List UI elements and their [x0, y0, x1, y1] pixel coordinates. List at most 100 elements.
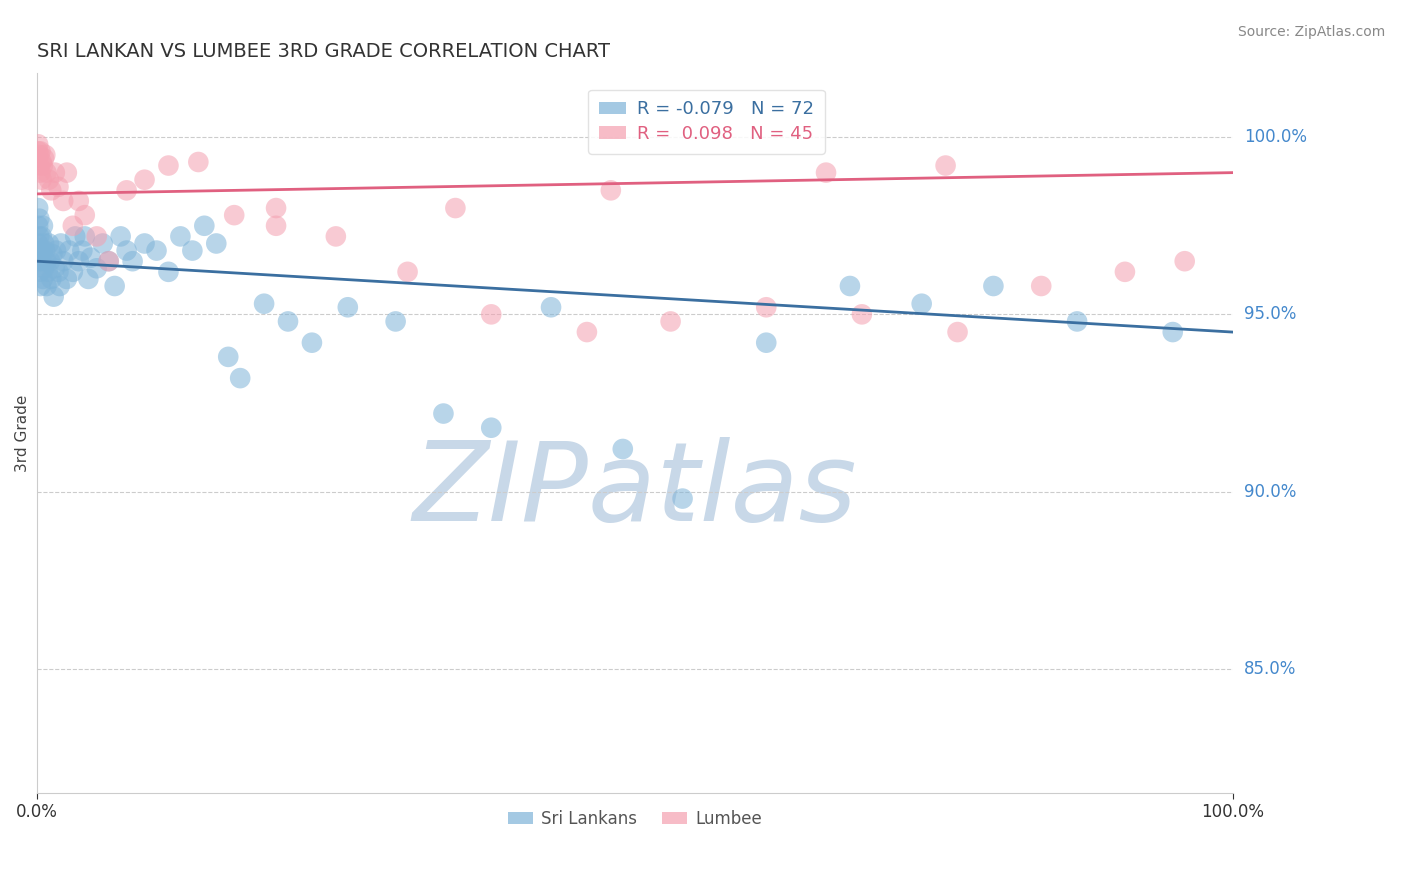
Point [73, 208, 96, 222]
Point [38, 236, 60, 251]
Point [63, 229, 86, 244]
Point [336, 300, 359, 314]
Point [169, 229, 191, 244]
Text: 100.0%: 100.0% [1244, 128, 1306, 146]
Point [540, 300, 562, 314]
Point [659, 314, 682, 328]
Y-axis label: 3rd Grade: 3rd Grade [15, 394, 30, 472]
Point [110, 229, 132, 244]
Point [73, 229, 96, 244]
Point [44, 261, 66, 276]
Point [1114, 265, 1136, 279]
Point [935, 159, 957, 173]
Point [48, 265, 70, 279]
Point [157, 265, 180, 279]
Point [31, 229, 53, 244]
Point [264, 219, 287, 233]
Point [479, 421, 502, 435]
Text: 85.0%: 85.0% [1244, 660, 1296, 678]
Point [28, 211, 51, 226]
Point [32, 244, 55, 258]
Point [32, 272, 55, 286]
Point [28, 159, 51, 173]
Point [31, 155, 53, 169]
Point [1031, 279, 1053, 293]
Point [30, 265, 52, 279]
Point [32, 261, 55, 276]
Point [35, 166, 58, 180]
Point [612, 442, 634, 456]
Point [28, 148, 51, 162]
Point [277, 314, 299, 328]
Point [432, 407, 454, 421]
Point [27, 145, 49, 159]
Point [839, 279, 862, 293]
Point [264, 201, 287, 215]
Point [49, 236, 72, 251]
Point [28, 229, 51, 244]
Text: 95.0%: 95.0% [1244, 305, 1296, 324]
Point [27, 219, 49, 233]
Point [104, 279, 127, 293]
Point [28, 254, 51, 268]
Point [72, 244, 94, 258]
Point [35, 279, 58, 293]
Point [193, 219, 215, 233]
Point [599, 183, 621, 197]
Point [41, 247, 63, 261]
Point [39, 183, 62, 197]
Point [77, 272, 100, 286]
Point [62, 265, 84, 279]
Point [851, 307, 873, 321]
Point [815, 166, 838, 180]
Point [134, 172, 156, 186]
Point [575, 325, 598, 339]
Point [42, 290, 65, 304]
Point [30, 145, 52, 159]
Point [181, 244, 204, 258]
Point [205, 236, 228, 251]
Point [217, 350, 239, 364]
Text: SRI LANKAN VS LUMBEE 3RD GRADE CORRELATION CHART: SRI LANKAN VS LUMBEE 3RD GRADE CORRELATI… [37, 42, 610, 61]
Point [58, 244, 80, 258]
Point [671, 491, 693, 506]
Point [45, 244, 67, 258]
Point [134, 236, 156, 251]
Point [911, 296, 934, 310]
Point [38, 172, 60, 186]
Point [1161, 325, 1184, 339]
Point [157, 159, 180, 173]
Point [755, 335, 778, 350]
Point [86, 229, 108, 244]
Text: Source: ZipAtlas.com: Source: ZipAtlas.com [1237, 25, 1385, 39]
Point [31, 172, 53, 186]
Point [39, 272, 62, 286]
Point [44, 166, 66, 180]
Point [48, 279, 70, 293]
Point [34, 148, 56, 162]
Point [384, 314, 406, 328]
Point [115, 183, 138, 197]
Point [32, 152, 55, 166]
Point [35, 254, 58, 268]
Point [444, 201, 467, 215]
Point [755, 300, 778, 314]
Point [32, 236, 55, 251]
Point [301, 335, 323, 350]
Legend: Sri Lankans, Lumbee: Sri Lankans, Lumbee [501, 804, 769, 835]
Point [97, 254, 120, 268]
Point [34, 244, 56, 258]
Point [30, 166, 52, 180]
Point [115, 244, 138, 258]
Point [97, 254, 120, 268]
Point [396, 265, 419, 279]
Point [27, 201, 49, 215]
Point [31, 254, 53, 268]
Point [80, 251, 103, 265]
Point [1066, 314, 1088, 328]
Point [30, 279, 52, 293]
Point [56, 272, 79, 286]
Point [27, 236, 49, 251]
Point [27, 137, 49, 152]
Point [37, 265, 59, 279]
